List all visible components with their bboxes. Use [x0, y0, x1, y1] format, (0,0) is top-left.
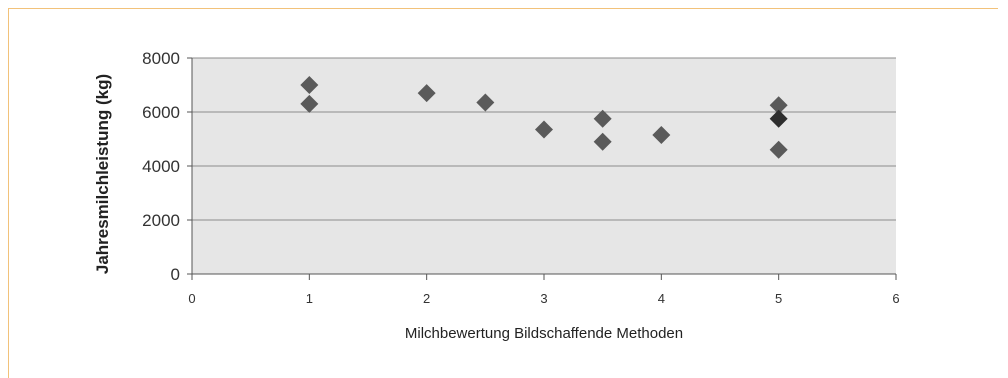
y-axis-title: Jahresmilchleistung (kg) — [93, 74, 112, 274]
frame-left-border — [8, 8, 9, 378]
y-tick-label-2000: 2000 — [142, 211, 180, 230]
y-tick-label-6000: 6000 — [142, 103, 180, 122]
data-point-0-9 — [769, 109, 788, 128]
data-point-0-4 — [535, 120, 553, 139]
data-point-0-7 — [652, 125, 671, 144]
y-tick-label-0: 0 — [171, 265, 180, 284]
data-point-0-1 — [300, 94, 319, 113]
frame-top-border — [8, 8, 998, 9]
data-point-0-10 — [769, 140, 788, 159]
data-point-0-3 — [476, 93, 495, 112]
y-tick-label-4000: 4000 — [142, 157, 180, 176]
x-tick-label-5: 5 — [775, 291, 782, 306]
x-tick-label-1: 1 — [306, 291, 313, 306]
x-axis-title: Milchbewertung Bildschaffende Methoden — [405, 325, 683, 342]
data-point-0-2 — [417, 84, 436, 103]
x-tick-label-0: 0 — [188, 291, 195, 306]
x-tick-label-6: 6 — [892, 291, 899, 306]
x-tick-label-4: 4 — [658, 291, 665, 306]
x-tick-labels: 0 1 2 3 4 5 6 — [188, 291, 899, 306]
y-tick-labels: 0 2000 4000 6000 8000 — [142, 49, 180, 284]
data-point-0-6 — [593, 132, 612, 151]
x-tick-label-3: 3 — [540, 291, 547, 306]
data-point-0-0 — [300, 76, 319, 94]
axes — [191, 58, 897, 280]
x-tick-label-2: 2 — [423, 291, 430, 306]
data-point-0-5 — [593, 109, 612, 128]
data-points — [300, 76, 788, 159]
y-tick-label-8000: 8000 — [142, 49, 180, 68]
data-point-0-8 — [769, 96, 788, 115]
